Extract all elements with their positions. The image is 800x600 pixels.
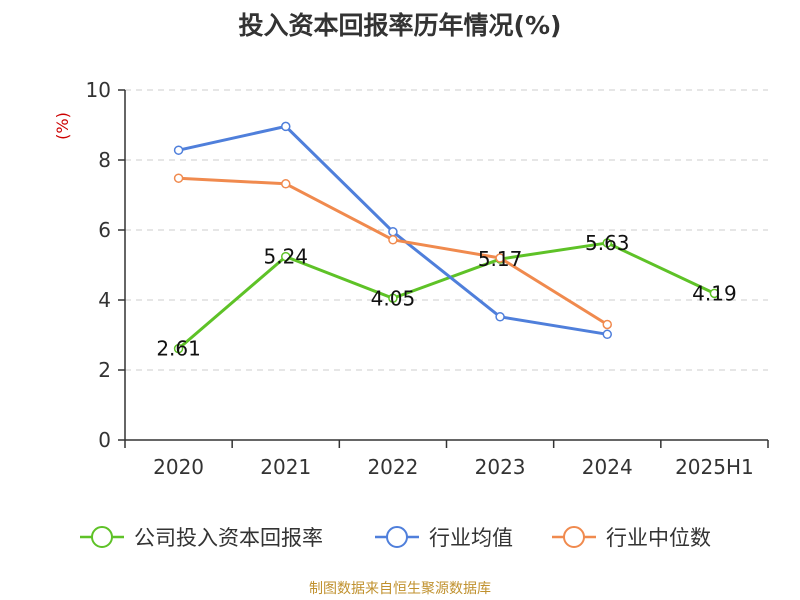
legend-label: 行业均值 (429, 526, 513, 550)
y-tick-label: 4 (98, 288, 111, 312)
series-point (709, 288, 720, 299)
data-label: 5.17 (478, 247, 523, 271)
x-tick-label: 2020 (153, 455, 204, 479)
series-point (602, 319, 612, 330)
legend: 公司投入资本回报率 行业均值 行业中位数 (80, 526, 711, 550)
y-tick-label: 10 (86, 78, 111, 102)
x-tick-label: 2025H1 (675, 455, 754, 479)
source-note: 制图数据来自恒生聚源数据库 (309, 581, 491, 597)
legend-marker (91, 526, 113, 548)
x-tick-label: 2024 (582, 455, 633, 479)
legend-label: 行业中位数 (606, 526, 711, 550)
x-tick-label: 2022 (367, 455, 418, 479)
series-point (602, 238, 612, 248)
x-tick-label: 2021 (260, 455, 311, 479)
y-tick-label: 2 (98, 358, 111, 382)
series-point (388, 293, 398, 303)
series-point (281, 121, 291, 132)
y-axis-unit: (%) (53, 112, 72, 140)
series-point (388, 227, 398, 237)
series-point (602, 329, 612, 340)
series-point (173, 145, 184, 155)
y-tick-label: 0 (98, 428, 111, 452)
data-label: 5.63 (585, 231, 630, 255)
series-line (177, 241, 716, 350)
x-tick-label: 2023 (475, 455, 526, 479)
legend-label: 公司投入资本回报率 (134, 526, 323, 550)
data-label: 2.61 (156, 337, 201, 361)
data-labels: 2.61 5.24 4.05 5.17 5.63 4.19 (156, 231, 736, 361)
series-point (281, 251, 291, 262)
series-point (388, 235, 398, 245)
legend-marker (563, 526, 585, 548)
axes: 0 2 4 6 8 10 2020 2021 2022 2023 2024 2025H1 (%) (53, 78, 769, 479)
series-point (495, 253, 505, 263)
data-label: 5.24 (263, 245, 308, 269)
chart-title: 投入资本回报率历年情况(%) (238, 11, 562, 40)
series-point (173, 343, 184, 354)
data-label: 4.19 (692, 281, 737, 305)
y-tick-label: 6 (98, 218, 111, 242)
grid-lines (125, 89, 768, 371)
series-lines (173, 121, 720, 354)
legend-marker (386, 526, 408, 548)
y-tick-label: 8 (98, 148, 111, 172)
series-point (173, 173, 184, 183)
series-point (495, 312, 505, 322)
data-label: 4.05 (371, 286, 416, 310)
series-point (281, 179, 291, 189)
